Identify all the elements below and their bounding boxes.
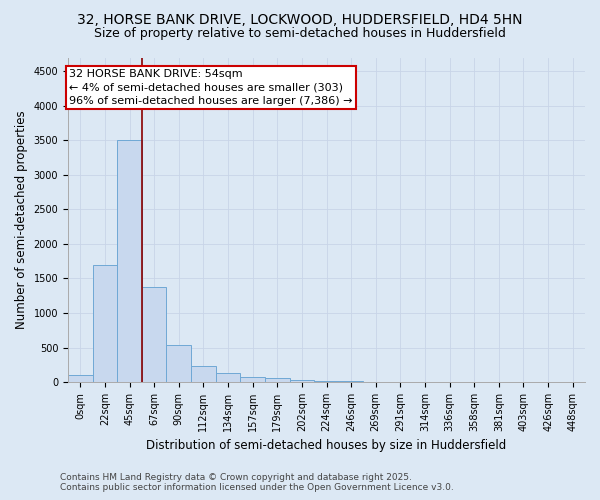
Bar (241, 376, 265, 382)
Bar (290, 380, 314, 382)
Bar (191, 366, 216, 382)
Y-axis label: Number of semi-detached properties: Number of semi-detached properties (15, 110, 28, 329)
Bar (68, 375, 92, 382)
X-axis label: Distribution of semi-detached houses by size in Huddersfield: Distribution of semi-detached houses by … (146, 440, 506, 452)
Bar (216, 373, 241, 382)
Bar (117, 140, 142, 382)
Bar (314, 380, 339, 382)
Text: 32, HORSE BANK DRIVE, LOCKWOOD, HUDDERSFIELD, HD4 5HN: 32, HORSE BANK DRIVE, LOCKWOOD, HUDDERSF… (77, 12, 523, 26)
Bar (92, 264, 117, 382)
Text: 32 HORSE BANK DRIVE: 54sqm
← 4% of semi-detached houses are smaller (303)
96% of: 32 HORSE BANK DRIVE: 54sqm ← 4% of semi-… (69, 69, 353, 106)
Text: Size of property relative to semi-detached houses in Huddersfield: Size of property relative to semi-detach… (94, 28, 506, 40)
Bar (265, 378, 290, 382)
Text: Contains HM Land Registry data © Crown copyright and database right 2025.
Contai: Contains HM Land Registry data © Crown c… (60, 473, 454, 492)
Bar (142, 287, 166, 382)
Bar (166, 346, 191, 382)
